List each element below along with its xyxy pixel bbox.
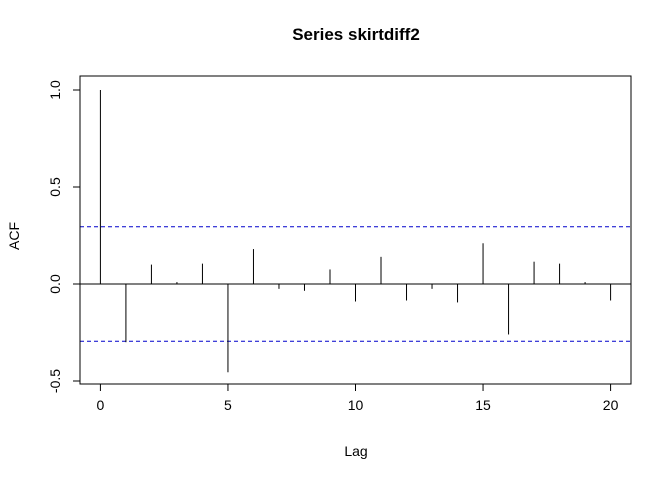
- chart-title: Series skirtdiff2: [292, 25, 420, 44]
- y-tick-label-3: 1.0: [47, 80, 63, 100]
- x-tick-label-0: 0: [97, 397, 105, 413]
- y-axis: -0.5 0.0 0.5 1.0: [47, 80, 81, 393]
- y-tick-label-0: -0.5: [47, 369, 63, 393]
- x-axis-label: Lag: [344, 443, 367, 459]
- x-tick-label-10: 10: [348, 397, 364, 413]
- y-tick-label-1: 0.0: [47, 274, 63, 294]
- x-tick-label-5: 5: [224, 397, 232, 413]
- y-axis-label: ACF: [6, 222, 22, 250]
- plot-frame: [79, 75, 632, 385]
- x-axis: 0 5 10 15 20: [97, 383, 619, 413]
- x-tick-label-15: 15: [475, 397, 491, 413]
- chart-marks: [80, 90, 631, 373]
- y-tick-label-2: 0.5: [47, 177, 63, 197]
- x-tick-label-20: 20: [603, 397, 619, 413]
